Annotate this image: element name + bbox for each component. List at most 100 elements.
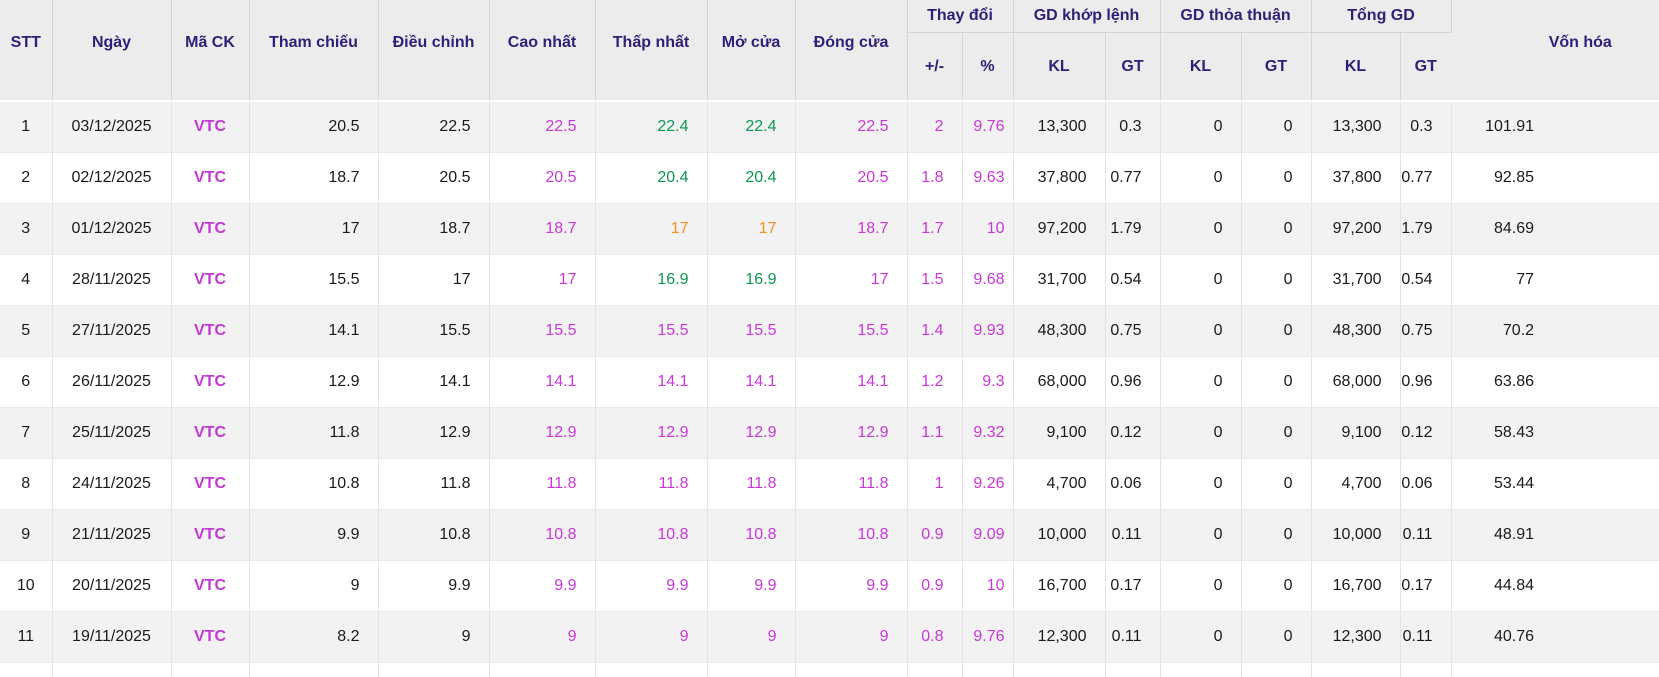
col-header-reference[interactable]: Tham chiếu [249, 0, 379, 102]
cell-stt: 2 [0, 152, 53, 204]
col-group-matched-trades: GD khớp lệnh [1013, 0, 1161, 34]
cell-low: 20.4 [595, 152, 708, 204]
col-header-low[interactable]: Thấp nhất [595, 0, 708, 102]
cell-market-cap: 92.85 [1451, 152, 1659, 204]
cell-high [489, 662, 596, 677]
cell-high: 11.8 [489, 458, 596, 510]
col-header-close[interactable]: Đóng cửa [795, 0, 908, 102]
cell-market-cap: 58.43 [1451, 407, 1659, 459]
cell-stt: 11 [0, 611, 53, 663]
cell-open: 17 [707, 203, 796, 255]
cell-total-volume: 48,300 [1311, 305, 1401, 357]
cell-putthrough-value: 0 [1241, 407, 1312, 459]
cell-total-volume: 13,300 [1311, 101, 1401, 153]
cell-symbol[interactable]: VTC [171, 152, 250, 204]
cell-reference: 9.9 [249, 509, 379, 561]
col-header-date[interactable]: Ngày [52, 0, 172, 102]
col-header-matched-value[interactable]: GT [1105, 32, 1161, 103]
cell-stt: 7 [0, 407, 53, 459]
cell-market-cap: 63.86 [1451, 356, 1659, 408]
cell-open: 14.1 [707, 356, 796, 408]
cell-adjusted: 9 [378, 611, 490, 663]
cell-total-value: 0.54 [1400, 254, 1452, 306]
cell-change-abs [907, 662, 963, 677]
col-header-stt[interactable]: STT [0, 0, 53, 102]
cell-change-abs: 1.4 [907, 305, 963, 357]
cell-change-pct: 10 [962, 203, 1014, 255]
cell-low: 9 [595, 611, 708, 663]
cell-symbol[interactable]: VTC [171, 458, 250, 510]
cell-total-value: 0.3 [1400, 101, 1452, 153]
table-body: 1 03/12/2025 VTC 20.5 22.5 22.5 22.4 22.4 22.5 2 9… [0, 101, 1659, 677]
cell-matched-volume: 97,200 [1013, 203, 1106, 255]
cell-symbol[interactable]: VTC [171, 305, 250, 357]
cell-total-value: 0.75 [1400, 305, 1452, 357]
cell-high: 14.1 [489, 356, 596, 408]
col-header-putthrough-value[interactable]: GT [1241, 32, 1312, 103]
cell-market-cap: 53.44 [1451, 458, 1659, 510]
cell-open: 9 [707, 611, 796, 663]
cell-symbol[interactable]: VTC [171, 560, 250, 612]
cell-putthrough-value: 0 [1241, 611, 1312, 663]
cell-putthrough-volume: 0 [1160, 458, 1242, 510]
cell-total-value: 1.79 [1400, 203, 1452, 255]
cell-total-volume: 4,700 [1311, 458, 1401, 510]
col-header-open[interactable]: Mở cửa [707, 0, 796, 102]
col-group-change: Thay đổi [907, 0, 1014, 34]
cell-change-abs: 1.1 [907, 407, 963, 459]
cell-symbol[interactable]: VTC [171, 203, 250, 255]
col-header-change-abs[interactable]: +/- [907, 32, 963, 103]
col-header-total-value[interactable]: GT [1400, 32, 1452, 103]
cell-market-cap: 40.76 [1451, 611, 1659, 663]
cell-date: 01/12/2025 [52, 203, 172, 255]
cell-close: 18.7 [795, 203, 908, 255]
cell-low: 15.5 [595, 305, 708, 357]
cell-putthrough-value: 0 [1241, 101, 1312, 153]
cell-date: 19/11/2025 [52, 611, 172, 663]
cell-symbol[interactable]: VTC [171, 509, 250, 561]
col-header-high[interactable]: Cao nhất [489, 0, 596, 102]
cell-putthrough-volume: 0 [1160, 611, 1242, 663]
col-header-matched-volume[interactable]: KL [1013, 32, 1106, 103]
cell-symbol[interactable]: VTC [171, 407, 250, 459]
cell-adjusted: 17 [378, 254, 490, 306]
cell-close: 11.8 [795, 458, 908, 510]
cell-putthrough-value: 0 [1241, 152, 1312, 204]
cell-total-value: 0.77 [1400, 152, 1452, 204]
cell-symbol[interactable]: VTC [171, 101, 250, 153]
col-group-putthrough-trades: GD thỏa thuận [1160, 0, 1312, 34]
cell-adjusted: 15.5 [378, 305, 490, 357]
cell-matched-value: 0.3 [1105, 101, 1161, 153]
cell-stt: 4 [0, 254, 53, 306]
cell-total-volume: 97,200 [1311, 203, 1401, 255]
col-header-putthrough-volume[interactable]: KL [1160, 32, 1242, 103]
cell-close: 9 [795, 611, 908, 663]
cell-matched-volume: 16,700 [1013, 560, 1106, 612]
cell-open: 10.8 [707, 509, 796, 561]
cell-matched-value: 0.06 [1105, 458, 1161, 510]
cell-stt: 3 [0, 203, 53, 255]
cell-change-pct: 9.68 [962, 254, 1014, 306]
cell-matched-volume: 9,100 [1013, 407, 1106, 459]
cell-total-volume: 16,700 [1311, 560, 1401, 612]
col-header-total-volume[interactable]: KL [1311, 32, 1401, 103]
cell-change-pct: 9.26 [962, 458, 1014, 510]
cell-close: 12.9 [795, 407, 908, 459]
cell-low: 16.9 [595, 254, 708, 306]
cell-symbol[interactable]: VTC [171, 254, 250, 306]
col-header-change-pct[interactable]: % [962, 32, 1014, 103]
cell-open [707, 662, 796, 677]
cell-symbol[interactable]: VTC [171, 611, 250, 663]
cell-putthrough-volume: 0 [1160, 203, 1242, 255]
cell-total-volume: 37,800 [1311, 152, 1401, 204]
cell-change-abs: 1.8 [907, 152, 963, 204]
cell-symbol[interactable]: VTC [171, 356, 250, 408]
col-header-adjusted[interactable]: Điều chỉnh [378, 0, 490, 102]
cell-matched-value: 0.11 [1105, 509, 1161, 561]
col-header-market-cap[interactable]: Vốn hóa [1451, 0, 1659, 102]
cell-high: 18.7 [489, 203, 596, 255]
col-header-symbol[interactable]: Mã CK [171, 0, 250, 102]
cell-reference: 11.8 [249, 407, 379, 459]
